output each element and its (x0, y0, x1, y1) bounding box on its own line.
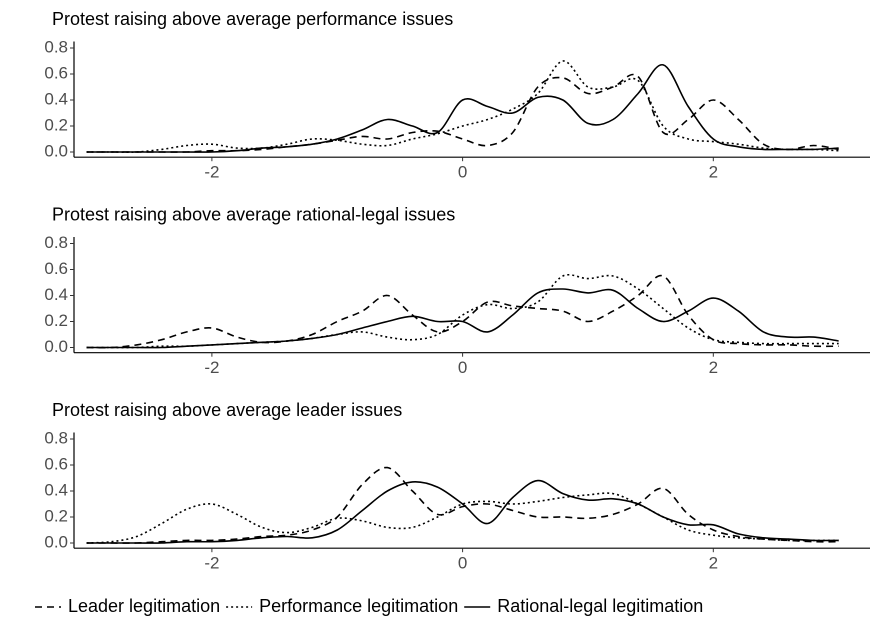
y-tick-label: 0.6 (44, 63, 68, 82)
y-tick-label: 0.0 (44, 337, 68, 356)
y-tick-label: 0.0 (44, 532, 68, 551)
panel-title: Protest raising above average performanc… (52, 9, 453, 29)
density-line (86, 73, 839, 153)
y-tick-label: 0.4 (44, 480, 68, 499)
x-tick-label: 0 (458, 358, 467, 377)
y-tick-label: 0.4 (44, 89, 68, 108)
y-tick-label: 0.6 (44, 259, 68, 278)
density-line (86, 274, 839, 349)
x-tick-label: 2 (709, 358, 718, 377)
density-line (86, 479, 839, 544)
density-line (86, 60, 839, 153)
x-tick-label: -2 (204, 554, 219, 573)
density-line (86, 466, 839, 544)
x-tick-label: -2 (204, 163, 219, 182)
x-tick-label: 0 (458, 554, 467, 573)
y-tick-label: 0.4 (44, 285, 68, 304)
x-tick-label: 2 (709, 163, 718, 182)
x-tick-label: 2 (709, 554, 718, 573)
y-tick-label: 0.8 (44, 37, 68, 56)
y-tick-label: 0.6 (44, 454, 68, 473)
density-line (86, 273, 839, 349)
density-line (86, 288, 839, 349)
legend-label: Leader legitimation (68, 596, 220, 616)
y-tick-label: 0.2 (44, 311, 68, 330)
density-line (86, 64, 839, 153)
y-tick-label: 0.8 (44, 233, 68, 252)
y-tick-label: 0.2 (44, 506, 68, 525)
y-tick-label: 0.2 (44, 115, 68, 134)
panel-title: Protest raising above average rational-l… (52, 204, 455, 224)
legend-label: Performance legitimation (259, 596, 458, 616)
x-tick-label: -2 (204, 358, 219, 377)
legend-label: Rational-legal legitimation (497, 596, 703, 616)
y-tick-label: 0.0 (44, 141, 68, 160)
x-tick-label: 0 (458, 163, 467, 182)
y-tick-label: 0.8 (44, 428, 68, 447)
panel-title: Protest raising above average leader iss… (52, 400, 402, 420)
density-line (86, 492, 839, 544)
